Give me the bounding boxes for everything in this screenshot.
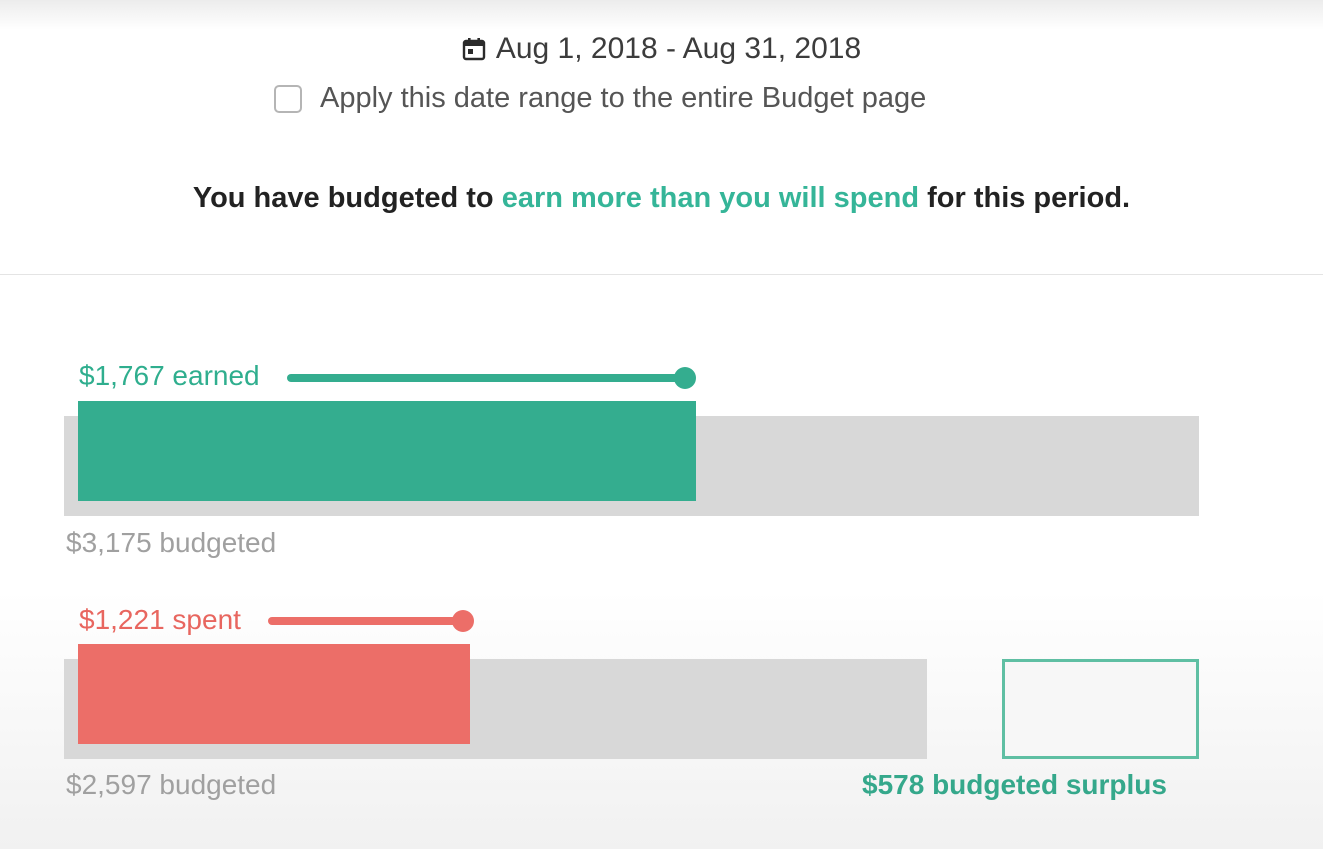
- budgeted-surplus-box: [1002, 659, 1199, 759]
- date-range-text[interactable]: Aug 1, 2018 - Aug 31, 2018: [495, 32, 862, 65]
- expense-budgeted-label: $2,597 budgeted: [66, 769, 277, 800]
- spent-indicator-line: [268, 617, 458, 625]
- spent-label: $1,221 spent: [79, 604, 241, 635]
- apply-date-range-label[interactable]: Apply this date range to the entire Budg…: [320, 82, 927, 114]
- summary-suffix: for this period.: [919, 182, 1131, 214]
- spent-bar: [78, 644, 470, 744]
- budget-summary-message: You have budgeted to earn more than you …: [0, 182, 1323, 215]
- date-range-panel: Aug 1, 2018 - Aug 31, 2018 Apply this da…: [0, 0, 1323, 275]
- summary-highlight: earn more than you will spend: [501, 182, 920, 214]
- income-budgeted-label: $3,175 budgeted: [66, 527, 277, 558]
- spent-indicator-dot: [452, 610, 474, 632]
- earned-bar: [78, 401, 696, 501]
- earned-label: $1,767 earned: [79, 360, 260, 391]
- apply-date-range-option[interactable]: Apply this date range to the entire Budg…: [274, 82, 926, 115]
- earned-indicator-dot: [674, 367, 696, 389]
- apply-date-range-checkbox[interactable]: [274, 84, 302, 113]
- date-range-selector[interactable]: Aug 1, 2018 - Aug 31, 2018: [0, 32, 1323, 66]
- summary-prefix: You have budgeted to: [192, 182, 502, 214]
- budgeted-surplus-label: $578 budgeted surplus: [862, 769, 1167, 800]
- earned-indicator-line: [287, 374, 684, 382]
- calendar-icon: [462, 38, 486, 61]
